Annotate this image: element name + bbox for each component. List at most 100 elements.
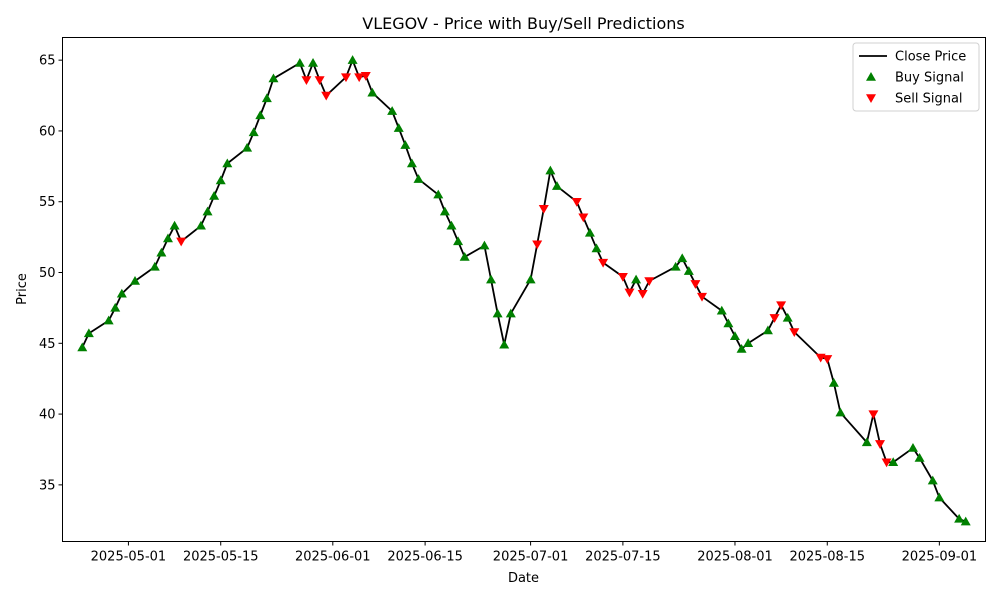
buy-signal-marker: [584, 227, 595, 237]
x-tick-label: 2025-05-15: [183, 550, 259, 565]
buy-signal-marker: [927, 475, 938, 485]
buy-signal-marker: [367, 87, 378, 97]
sell-signal-marker: [617, 273, 628, 282]
buy-signal-marker: [505, 308, 516, 318]
buy-signal-marker: [591, 243, 602, 253]
sell-signal-marker: [360, 71, 371, 81]
sell-signal-marker: [624, 288, 635, 298]
buy-signal-marker: [195, 220, 206, 230]
buy-signal-marker: [479, 240, 490, 250]
sell-signal-marker: [769, 314, 780, 323]
x-tick-label: 2025-09-01: [902, 550, 978, 565]
buy-signal-marker: [551, 181, 562, 190]
buy-signal-marker: [169, 220, 180, 230]
sell-signal-marker: [822, 355, 833, 364]
buy-signal-marker: [828, 377, 839, 387]
buy-signal-marker: [723, 318, 734, 328]
buy-signal-marker: [162, 233, 173, 243]
buy-signal-marker: [716, 305, 727, 315]
buy-signal-marker: [459, 251, 470, 261]
buy-signal-marker: [439, 206, 450, 216]
buy-signal-marker: [130, 276, 141, 285]
buy-signal-marker: [486, 274, 497, 284]
buy-signal-marker: [156, 247, 167, 257]
buy-signal-marker: [77, 342, 88, 352]
buy-signal-marker: [907, 443, 918, 452]
buy-signal-marker: [347, 55, 358, 64]
sell-signal-marker: [354, 73, 365, 83]
x-axis-label: Date: [508, 571, 539, 586]
buy-signal-marker: [400, 140, 411, 149]
buy-signal-marker: [453, 236, 464, 246]
buy-signal-marker: [835, 407, 846, 417]
buy-signal-marker: [406, 158, 417, 168]
x-tick-label: 2025-06-01: [295, 550, 371, 565]
buy-signal-marker: [83, 328, 94, 338]
buy-signal-marker: [631, 274, 642, 284]
buy-signal-marker: [222, 158, 233, 168]
y-axis-label: Price: [15, 273, 30, 305]
legend-box: [852, 42, 980, 112]
legend-sell-swatch: [866, 94, 876, 103]
sell-signal-marker: [571, 197, 582, 207]
buy-signal-marker: [308, 57, 319, 67]
plot-area: [77, 55, 971, 526]
y-axis: 35 40 45 50 55 60 65: [39, 54, 63, 493]
y-tick-label: 60: [39, 124, 56, 139]
sell-signal-marker: [690, 280, 701, 289]
buy-signal-marker: [248, 127, 259, 137]
buy-signal-marker: [729, 331, 740, 340]
buy-signal-marker: [525, 274, 536, 284]
buy-signal-marker: [215, 175, 226, 185]
sell-signal-marker: [598, 258, 609, 268]
buy-signal-marker: [255, 110, 266, 120]
buy-signal-marker: [954, 513, 965, 523]
sell-signal-marker: [301, 76, 312, 85]
sell-signal-marker: [578, 213, 589, 223]
sell-signal-marker: [321, 91, 332, 101]
sell-signal-marker: [868, 410, 879, 420]
sell-signal-marker: [776, 301, 787, 311]
y-tick-label: 35: [39, 478, 56, 493]
y-tick-label: 55: [39, 195, 56, 210]
sell-signal-marker: [538, 205, 549, 214]
legend-label: Close Price: [895, 50, 966, 65]
buy-signal-marker: [209, 191, 220, 200]
sell-signal-marker: [875, 440, 886, 449]
sell-signal-marker: [789, 328, 800, 337]
sell-signal-marker: [697, 292, 708, 302]
buy-signal-marker: [861, 437, 872, 447]
buy-signal-marker: [103, 315, 114, 325]
y-tick-label: 50: [39, 266, 56, 281]
x-tick-label: 2025-05-01: [91, 550, 167, 565]
buy-signal-marker: [677, 253, 688, 263]
buy-signal-marker: [294, 57, 305, 67]
buy-signal-marker: [387, 106, 398, 115]
x-tick-label: 2025-06-15: [387, 550, 463, 565]
buy-signal-marker: [888, 457, 899, 466]
buy-signal-marker: [268, 73, 279, 83]
sell-signal-marker: [881, 458, 892, 468]
sell-signal-marker: [532, 240, 543, 250]
sell-signal-marker: [644, 277, 655, 287]
x-tick-label: 2025-07-15: [585, 550, 661, 565]
buy-signal-marker: [110, 302, 121, 312]
buy-signal-marker: [261, 93, 272, 103]
buy-signal-marker: [492, 308, 503, 318]
legend: Close Price Buy Signal Sell Signal: [852, 42, 980, 112]
buy-signal-marker: [116, 288, 127, 298]
legend-label: Sell Signal: [895, 92, 963, 107]
x-tick-label: 2025-07-01: [493, 550, 569, 565]
buy-signal-marker: [762, 325, 773, 335]
x-tick-label: 2025-08-01: [697, 550, 773, 565]
buy-signal-marker: [545, 165, 556, 175]
buy-signal-marker: [433, 189, 444, 199]
legend-label: Buy Signal: [895, 71, 964, 86]
buy-signal-marker: [743, 338, 754, 348]
sell-signal-marker: [637, 289, 648, 299]
y-tick-label: 65: [39, 54, 56, 69]
buy-signal-marker: [960, 516, 971, 526]
buy-signal-marker: [499, 339, 510, 349]
